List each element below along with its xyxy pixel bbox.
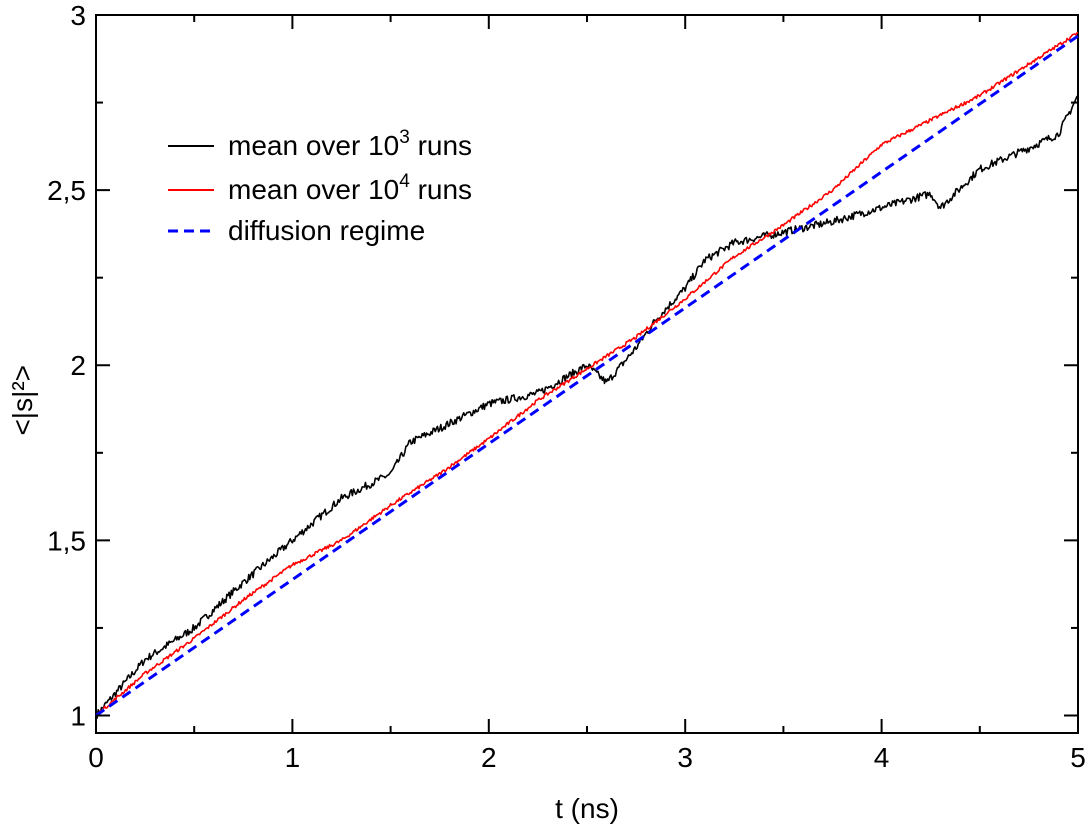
y-tick-label: 2 bbox=[70, 350, 86, 381]
legend: mean over 103 runs mean over 104 runs di… bbox=[168, 127, 472, 246]
x-tick-label: 1 bbox=[285, 742, 301, 773]
x-tick-label: 5 bbox=[1070, 742, 1086, 773]
legend-label-3: diffusion regime bbox=[228, 215, 425, 246]
plot-area: 0 1 2 3 4 511,522,53 bbox=[47, 0, 1086, 773]
ticks-layer: 0 1 2 3 4 511,522,53 bbox=[47, 0, 1086, 773]
series-layer bbox=[95, 31, 1079, 719]
series-line-3 bbox=[95, 34, 1079, 717]
y-axis-label: <|s|²> bbox=[7, 365, 38, 436]
series-line-1 bbox=[95, 95, 1079, 719]
legend-label-1: mean over 103 runs bbox=[228, 127, 472, 161]
series-line-2 bbox=[95, 31, 1079, 717]
x-tick-label: 2 bbox=[481, 742, 497, 773]
x-tick-label: 3 bbox=[677, 742, 693, 773]
y-tick-label: 1 bbox=[70, 700, 86, 731]
y-tick-label: 1,5 bbox=[47, 525, 86, 556]
x-axis-label: t (ns) bbox=[555, 793, 619, 824]
y-tick-label: 2,5 bbox=[47, 175, 86, 206]
x-tick-label: 4 bbox=[874, 742, 890, 773]
y-tick-label: 3 bbox=[70, 0, 86, 31]
legend-label-2: mean over 104 runs bbox=[228, 171, 472, 205]
x-tick-label: 0 bbox=[88, 742, 104, 773]
